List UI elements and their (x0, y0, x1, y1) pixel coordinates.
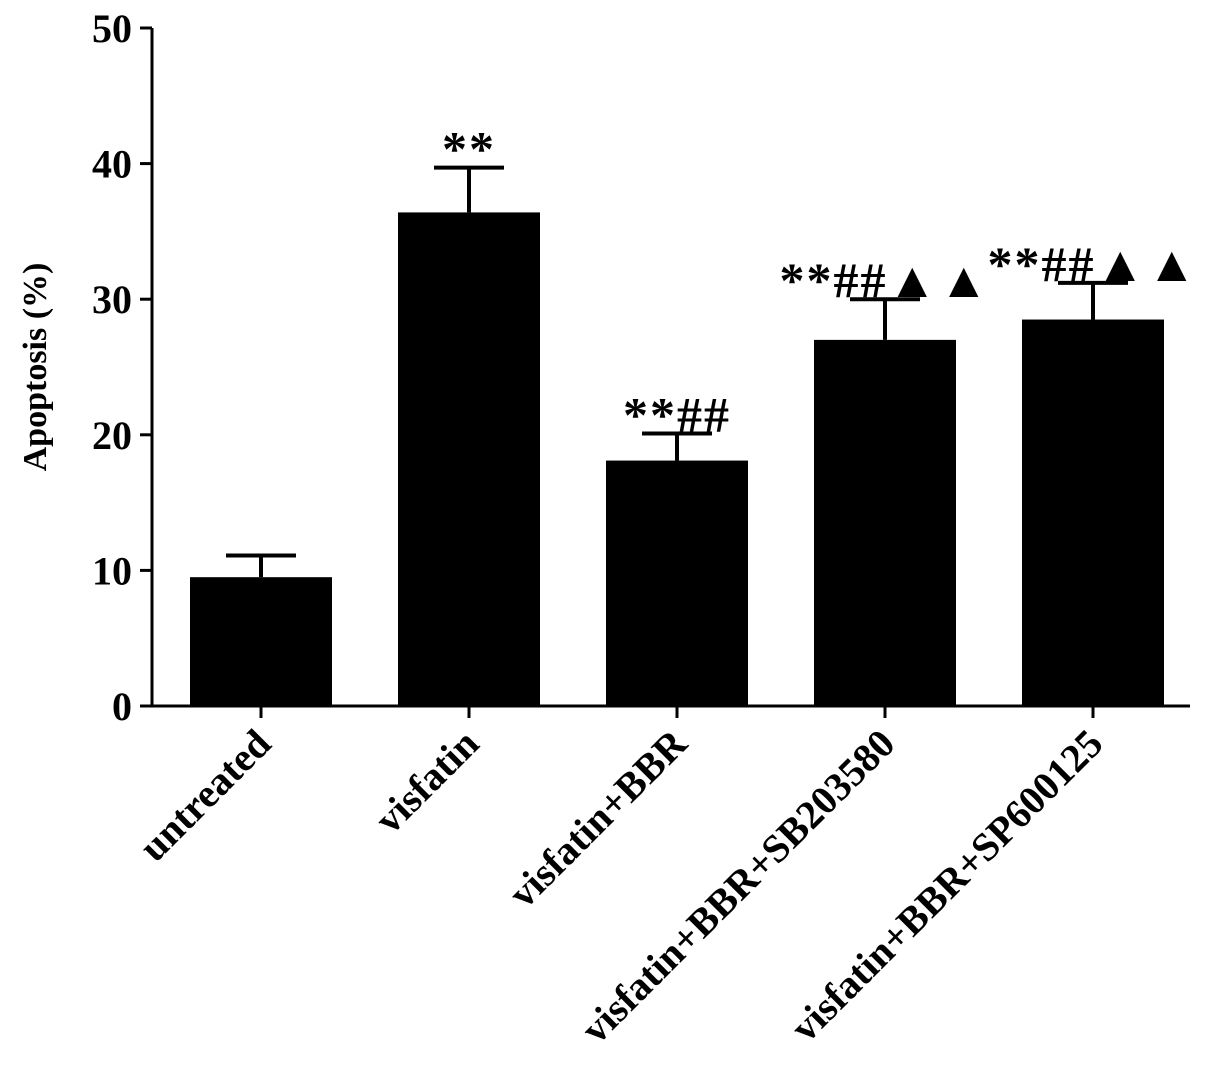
bar-visfatin-bbr-sb203580 (814, 339, 956, 706)
category-labels-layer: untreated visfatin visfatin+BBRvisfatin+BB… (130, 706, 1111, 1052)
significance-annotation: **##▲▲ (780, 252, 991, 308)
bar-visfatin-bbr (606, 460, 748, 706)
significance-annotation: **##▲▲ (988, 236, 1199, 292)
bar-visfatin-bbr-sp600125 (1022, 319, 1164, 706)
y-tick-label: 40 (92, 142, 132, 187)
y-tick-label: 20 (92, 413, 132, 458)
significance-annotation: **## (623, 386, 731, 442)
y-tick-label: 50 (92, 6, 132, 51)
x-category-label: visfatin (366, 721, 487, 842)
y-tick-label: 10 (92, 548, 132, 593)
y-tick-label: 30 (92, 277, 132, 322)
bars-layer (190, 212, 1164, 706)
y-tick-label: 0 (112, 684, 132, 729)
bar-untreated (190, 577, 332, 706)
significance-annotation: ** (442, 121, 496, 177)
x-category-label: visfatin+BBR (500, 720, 696, 916)
error-bars-layer (226, 165, 1128, 578)
annotations-layer: ** **## **##▲▲**##▲▲ (442, 121, 1199, 443)
x-category-label: untreated (130, 721, 279, 870)
y-ticks-layer: 0 10 20 30 40 50 (92, 6, 152, 729)
y-axis-title: Apoptosis (%) (17, 263, 54, 472)
bar-visfatin (398, 212, 540, 706)
